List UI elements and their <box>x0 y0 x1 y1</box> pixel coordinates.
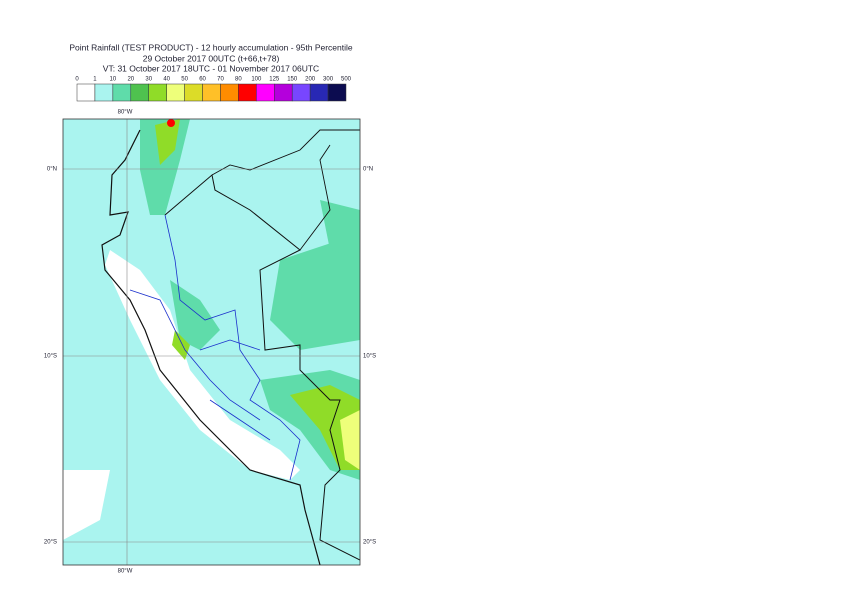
ocean <box>63 119 310 565</box>
region-border <box>129 214 301 481</box>
legend-tick-label: 30 <box>145 77 152 83</box>
legend-tick-label: 125 <box>269 77 280 83</box>
legend-swatch <box>274 83 293 102</box>
legend-swatch <box>130 83 149 102</box>
subtitle: 29 October 2017 00UTC (t+66,t+78) <box>143 53 280 63</box>
rain-area <box>270 240 360 350</box>
border <box>211 129 360 251</box>
rain-max <box>167 119 175 127</box>
coastline <box>101 129 321 565</box>
lat-label: 10°S <box>44 354 57 360</box>
legend-swatch <box>202 83 221 102</box>
header: Point Rainfall (TEST PRODUCT) - 12 hourl… <box>69 42 353 73</box>
legend-tick-label: 80 <box>235 77 242 83</box>
legend-tick-label: 500 <box>341 77 352 83</box>
legend-tick-label: 150 <box>287 77 298 83</box>
rain-area <box>155 119 180 165</box>
legend-tick-label: 300 <box>323 77 334 83</box>
lon-label: 80°W <box>118 569 133 575</box>
title: Point Rainfall (TEST PRODUCT) - 12 hourl… <box>69 42 353 52</box>
legend: 0 1 10 20 30 40 50 60 70 80 100 125 150 200 300 500 <box>75 77 352 102</box>
legend-tick-label: 20 <box>127 77 134 83</box>
map-frame <box>62 118 361 566</box>
legend-swatch <box>166 83 185 102</box>
legend-swatch <box>184 83 203 102</box>
legend-tick-label: 100 <box>251 77 262 83</box>
lat-label: 20°S <box>44 540 57 546</box>
legend-tick-label: 200 <box>305 77 316 83</box>
legend-tick-label: 60 <box>199 77 206 83</box>
map: 80°W 80°W 0°N 0°N 10°S 10°S 20°S 20°S <box>44 110 376 575</box>
lat-label: 0°N <box>47 167 57 173</box>
legend-swatch <box>256 83 275 102</box>
rain-area <box>290 385 360 470</box>
lat-label: 10°S <box>363 354 376 360</box>
rain-area <box>340 410 360 470</box>
rain-area <box>170 280 220 350</box>
border <box>164 174 360 561</box>
rain-area <box>320 200 360 260</box>
lat-label: 0°N <box>363 167 373 173</box>
legend-swatch <box>291 83 311 102</box>
legend-tick-label: 1 <box>93 77 97 83</box>
legend-swatch <box>238 83 257 102</box>
legend-swatch <box>112 83 132 102</box>
legend-tick-label: 50 <box>181 77 188 83</box>
legend-swatch <box>76 83 96 102</box>
lat-label: 20°S <box>363 540 376 546</box>
legend-tick-label: 10 <box>110 77 117 83</box>
legend-swatch <box>148 83 167 102</box>
legend-tick-label: 40 <box>163 77 170 83</box>
rain-area <box>140 119 190 215</box>
dry-area <box>105 250 300 480</box>
legend-tick-label: 70 <box>217 77 224 83</box>
legend-swatch <box>220 83 239 102</box>
subtitle: VT: 31 October 2017 18UTC - 01 November … <box>103 63 319 73</box>
rain-area <box>172 330 190 360</box>
legend-swatch <box>327 83 347 102</box>
legend-swatch <box>309 83 329 102</box>
lon-label: 80°W <box>118 110 133 116</box>
legend-swatch <box>94 83 114 102</box>
legend-tick-label: 0 <box>75 77 79 83</box>
dry-area <box>63 470 110 540</box>
